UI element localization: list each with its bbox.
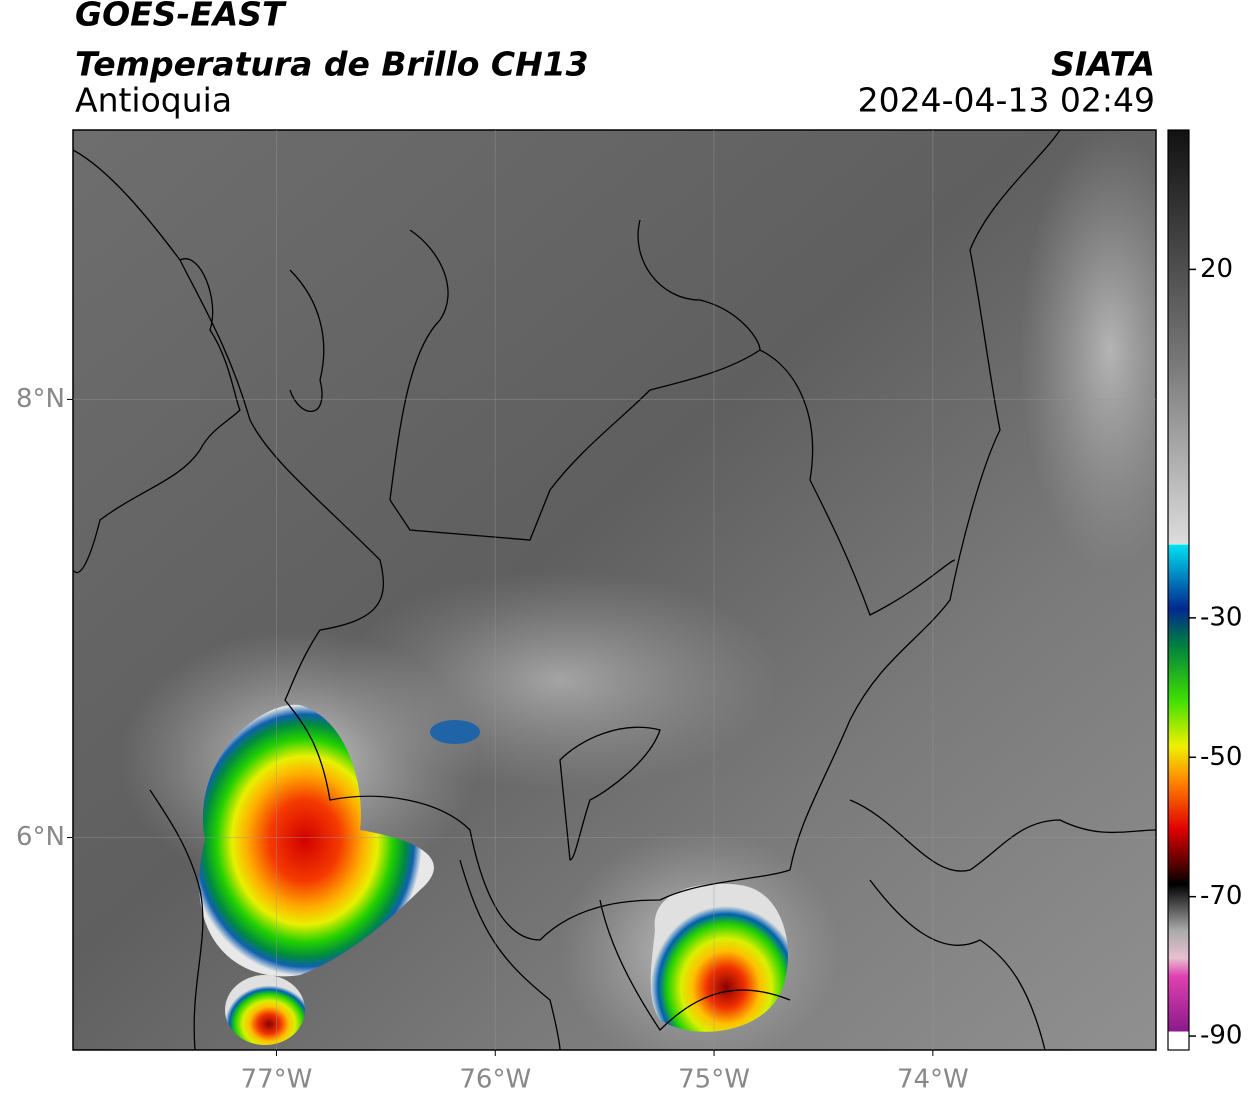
map-frame [72,129,1157,1051]
x-tick-label: 76°W [459,1065,531,1095]
y-tick-label: 8°N [16,384,65,414]
x-tick-label: 75°W [678,1065,750,1095]
x-tick-label: 77°W [241,1065,313,1095]
colorbar-tick-label: -50 [1200,742,1242,772]
colorbar-tick-label: 20 [1200,254,1233,284]
map-image [73,130,1156,1050]
colorbar-tick-label: -70 [1200,881,1242,911]
region: Antioquia [75,81,232,120]
colorbar [1167,129,1190,1051]
y-tick-label: 6°N [16,822,65,852]
colorbar-tick-label: -30 [1200,602,1242,632]
subtitle: Temperatura de Brillo CH13 [75,45,589,84]
title: GOES-EAST [75,0,287,34]
datetime: 2024-04-13 02:49 [858,81,1155,120]
x-tick-label: 74°W [897,1065,969,1095]
source: SIATA [1051,45,1155,84]
colorbar-tick-label: -90 [1200,1021,1242,1051]
